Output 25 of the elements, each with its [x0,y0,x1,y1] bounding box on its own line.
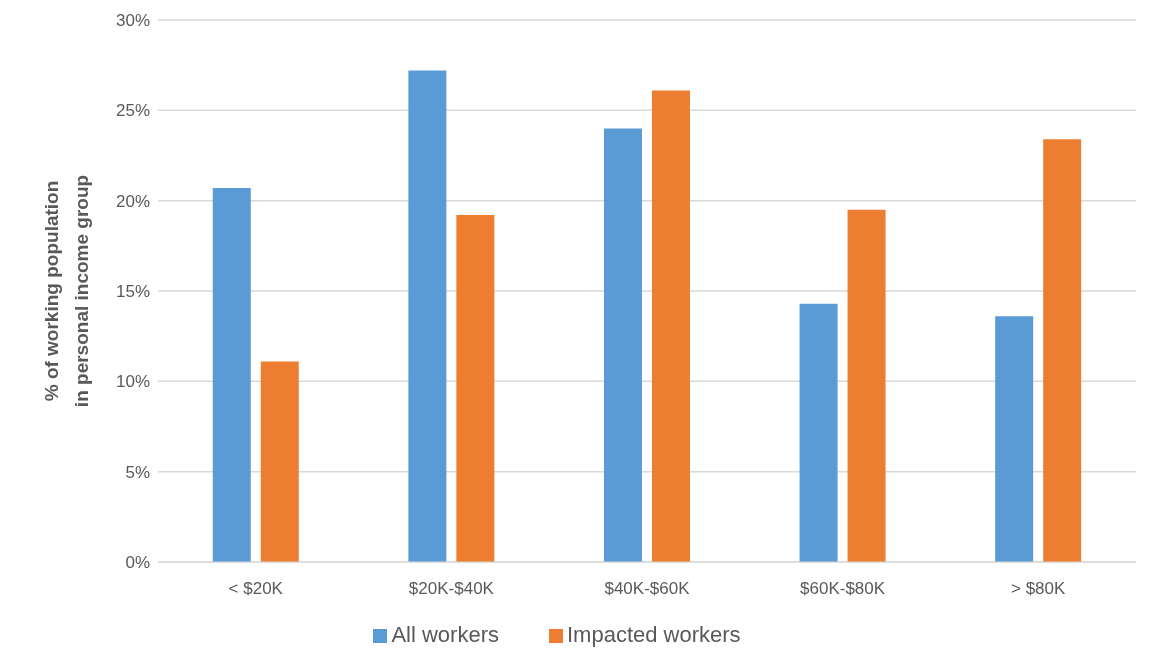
y-tick-label: 25% [115,101,150,121]
legend-label: All workers [391,622,499,647]
x-tick-label: > $80K [1011,579,1067,599]
bar [651,90,690,562]
y-axis-title: % of working population in personal income group [41,174,92,408]
bar [456,215,495,562]
legend-label: Impacted workers [566,622,741,647]
bar [260,361,299,562]
y-tick-label: 30% [115,11,150,31]
x-tick-label: $60K-$80K [800,579,886,599]
bar [847,209,886,562]
bar [799,303,838,562]
bar [212,188,251,562]
x-tick-label: < $20K [228,579,284,599]
bar [408,70,447,562]
y-tick-label: 15% [115,282,150,302]
y-tick-label: 10% [115,372,150,392]
y-tick-label: 5% [125,462,150,482]
y-tick-label: 0% [125,553,150,573]
bar [1043,139,1082,562]
bar [995,316,1034,562]
y-tick-label: 20% [115,191,150,211]
x-tick-label: $20K-$40K [408,579,495,599]
bar [603,128,642,562]
x-tick-label: $40K-$60K [604,579,691,599]
